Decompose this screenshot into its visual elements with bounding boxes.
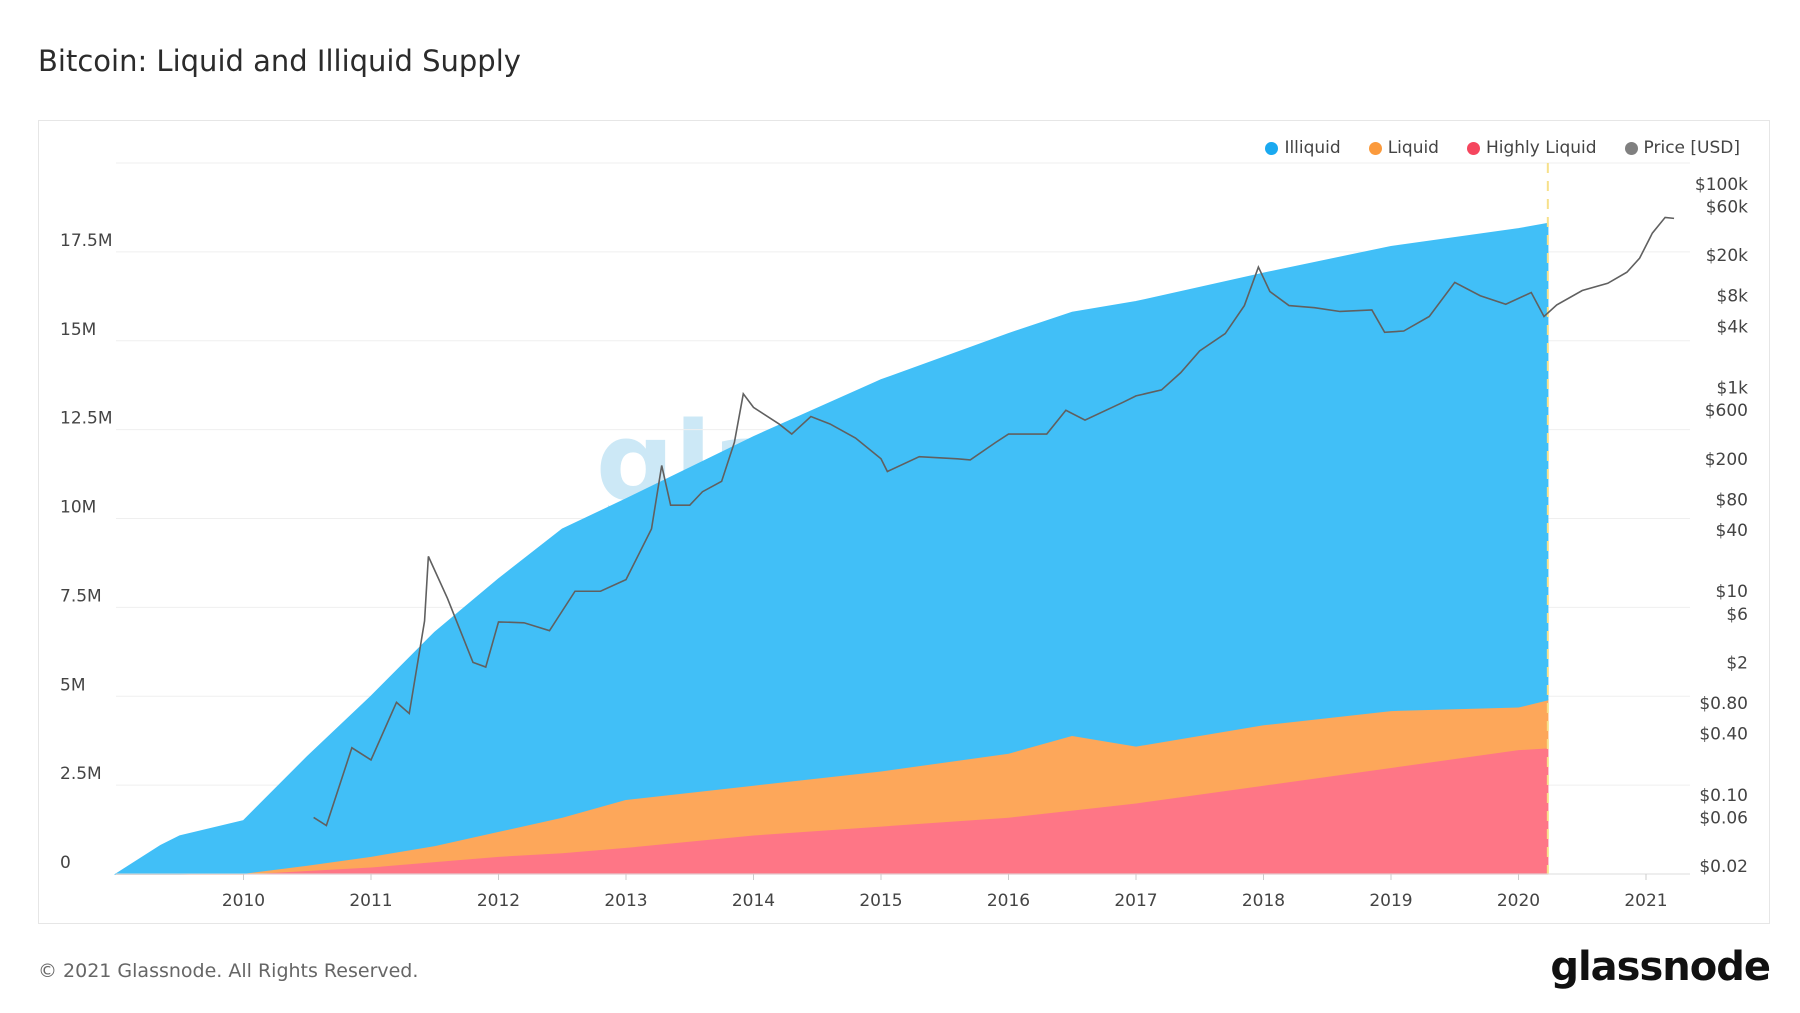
legend-label: Highly Liquid [1485,138,1597,158]
price-tick-label: $6 [1726,605,1748,625]
legend-item-liquid[interactable]: Liquid [1368,138,1439,158]
x-tick-label: 2012 [477,891,520,911]
legend-dot-icon [1368,141,1382,155]
x-tick-label: 2016 [987,891,1030,911]
price-tick-label: $0.40 [1699,725,1748,745]
chart-title: Bitcoin: Liquid and Illiquid Supply [38,44,521,78]
y-tick-label: 12.5M [60,409,113,429]
x-tick-label: 2018 [1242,891,1285,911]
legend-label: Illiquid [1284,138,1341,158]
x-tick-label: 2021 [1624,891,1667,911]
price-tick-label: $10 [1716,582,1748,602]
y-tick-label: 2.5M [60,764,102,784]
price-tick-label: $0.10 [1699,786,1748,806]
x-tick-label: 2019 [1369,891,1412,911]
price-tick-label: $4k [1717,317,1749,337]
x-tick-label: 2014 [732,891,775,911]
x-tick-label: 2015 [859,891,902,911]
legend-label: Liquid [1387,138,1439,158]
y-tick-label: 7.5M [60,586,102,606]
copyright-footer: © 2021 Glassnode. All Rights Reserved. [38,960,419,982]
x-tick-label: 2013 [604,891,647,911]
price-tick-label: $80 [1716,490,1748,510]
legend-dot-icon [1466,141,1480,155]
legend-dot-icon [1265,141,1279,155]
y-tick-label: 17.5M [60,231,113,251]
price-tick-label: $600 [1705,401,1748,421]
price-tick-label: $200 [1705,450,1748,470]
price-tick-label: $20k [1706,246,1748,266]
legend-label: Price [USD] [1643,138,1740,158]
y-tick-label: 10M [60,498,96,518]
x-tick-label: 2010 [222,891,265,911]
x-tick-label: 2017 [1114,891,1157,911]
x-tick-label: 2011 [349,891,392,911]
legend-item-illiquid[interactable]: Illiquid [1265,138,1341,158]
glassnode-logo: glassnode [1550,944,1771,990]
y-tick-label: 15M [60,320,96,340]
y-tick-label: 5M [60,675,85,695]
chart-frame [38,120,1770,924]
price-line [313,216,1675,827]
price-tick-label: $40 [1716,521,1748,541]
y-tick-label: 0 [60,853,71,873]
price-tick-label: $2 [1726,653,1748,673]
price-tick-label: $100k [1695,175,1748,195]
price-tick-label: $1k [1717,379,1749,399]
legend-item-highly-liquid[interactable]: Highly Liquid [1466,138,1597,158]
area-illiquid [113,222,1549,875]
price-tick-label: $8k [1717,287,1749,307]
price-tick-label: $60k [1706,198,1748,218]
x-tick-label: 2020 [1497,891,1540,911]
legend-dot-icon [1624,141,1638,155]
price-tick-label: $0.02 [1699,857,1748,877]
price-tick-label: $0.80 [1699,694,1748,714]
price-tick-label: $0.06 [1699,808,1748,828]
legend: Illiquid Liquid Highly Liquid Price [USD… [1265,138,1740,158]
legend-item-price[interactable]: Price [USD] [1624,138,1740,158]
